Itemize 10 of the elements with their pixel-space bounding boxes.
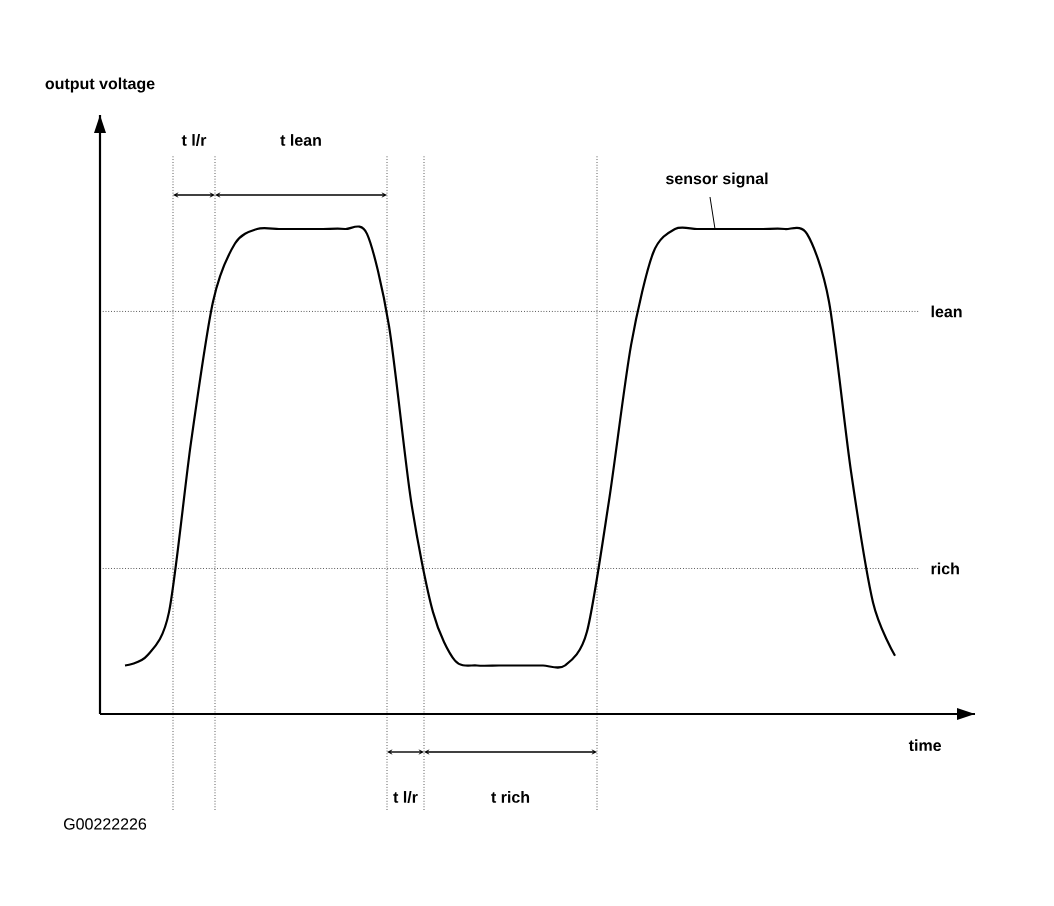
text: t l/r [393, 791, 418, 803]
text: sensor signal [666, 172, 768, 188]
text: t rich [491, 791, 530, 803]
text: t lean [280, 134, 321, 146]
ref-line-label: lean [931, 305, 962, 318]
x-axis-title: time [908, 739, 942, 752]
ref-line-label: rich [931, 562, 959, 575]
text: t l/r [181, 134, 207, 146]
text: G00222226 [64, 818, 147, 830]
text: output voltage [45, 77, 155, 93]
